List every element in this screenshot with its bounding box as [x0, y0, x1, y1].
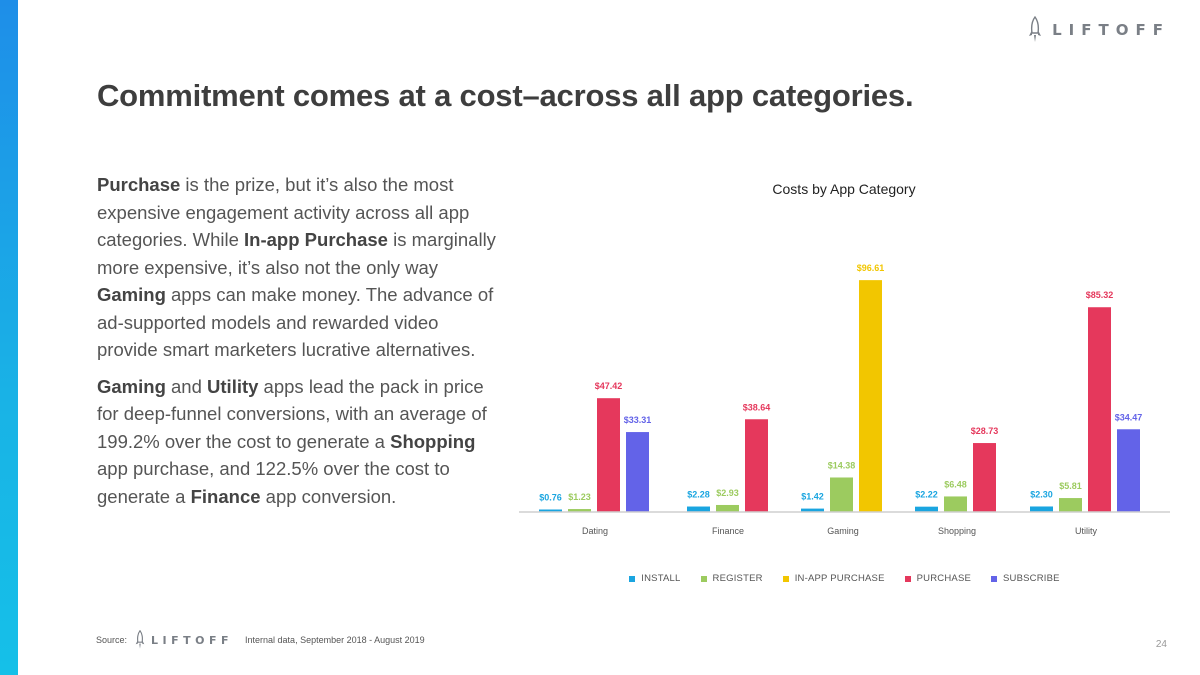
category-label-shopping: Shopping — [938, 526, 976, 536]
bar-gaming-register — [830, 477, 853, 512]
bar-shopping-install — [915, 506, 938, 512]
source-footer: Source: LIFTOFF Internal data, September… — [96, 630, 425, 650]
data-label: $34.47 — [1115, 412, 1143, 422]
paragraph2-run: apps lead the pack in price for deep-fun… — [97, 375, 487, 452]
rocket-icon — [1029, 16, 1042, 42]
paragraph1-run: is marginally more expensive, it’s also … — [97, 229, 496, 278]
paragraph2-run: app purchase, and 122.5% over the cost t… — [97, 458, 450, 507]
paragraph1-run: In-app Purchase — [244, 229, 388, 250]
data-label: $5.81 — [1059, 481, 1082, 491]
legend-label: INSTALL — [641, 573, 681, 584]
data-label: $28.73 — [971, 426, 999, 436]
legend-label: REGISTER — [712, 573, 763, 584]
data-label: $2.30 — [1030, 489, 1053, 499]
bar-finance-register — [716, 504, 739, 512]
source-label: Source: — [96, 635, 128, 645]
legend-label: SUBSCRIBE — [1003, 573, 1060, 584]
source-text: Internal data, September 2018 - August 2… — [245, 635, 425, 645]
data-label: $2.22 — [915, 490, 938, 500]
paragraph1-run: Purchase — [97, 174, 181, 195]
bar-dating-register — [568, 509, 591, 512]
legend-label: IN-APP PURCHASE — [794, 573, 885, 584]
data-label: $6.48 — [944, 479, 967, 489]
category-label-finance: Finance — [712, 526, 744, 536]
legend-swatch — [629, 575, 636, 582]
bar-shopping-register — [944, 496, 967, 512]
legend-swatch — [782, 575, 789, 582]
legend-swatch — [700, 575, 707, 582]
bar-dating-purchase — [597, 398, 620, 512]
chart-legend: INSTALL REGISTER IN-APP PURCHASE PURCHASE SU… — [519, 573, 1170, 584]
footer-logo-text: LIFTOFF — [151, 633, 234, 647]
paragraph2-run: Utility — [207, 375, 259, 397]
legend-item: INSTALL — [629, 573, 680, 584]
chart-title: Costs by App Category — [772, 181, 916, 197]
accent-bar — [0, 0, 18, 675]
data-label: $2.93 — [716, 488, 739, 498]
paragraph2-run: Finance — [190, 485, 261, 507]
data-label: $85.32 — [1086, 290, 1114, 300]
bar-shopping-purchase — [973, 443, 996, 512]
data-label: $0.76 — [539, 493, 562, 503]
legend-label: PURCHASE — [916, 573, 972, 584]
bar-chart: $0.76 $1.23 $47.42 $33.31 Dating $2.28 $2.93 $3… — [519, 263, 1170, 536]
page-title: Commitment comes at a cost–across all ap… — [97, 78, 914, 113]
logo-text: LIFTOFF — [1052, 21, 1170, 39]
paragraph2-run: and — [165, 375, 208, 397]
paragraph1-run: apps can make money. The advance of ad-s… — [97, 284, 494, 360]
data-label: $38.64 — [743, 402, 771, 412]
body-text: Purchase is the prize, but it’s also the… — [97, 171, 497, 519]
category-label-dating: Dating — [582, 526, 608, 536]
footer-logo: LIFTOFF — [135, 630, 233, 650]
bar-utility-purchase — [1088, 307, 1111, 512]
paragraph2-run: app conversion. — [260, 485, 397, 507]
paragraph2-run: Shopping — [390, 430, 476, 452]
paragraph-2: Gaming and Utility apps lead the pack in… — [97, 373, 497, 511]
bar-gaming-in-app-purchase — [859, 280, 882, 512]
legend-item: IN-APP PURCHASE — [782, 573, 885, 584]
brand-logo: LIFTOFF — [1028, 16, 1170, 44]
data-label: $47.42 — [595, 381, 623, 391]
paragraph1-run: is the prize, but it’s also the most exp… — [97, 174, 470, 250]
bar-finance-purchase — [745, 419, 768, 512]
bar-dating-install — [539, 509, 562, 512]
bar-dating-subscribe — [626, 432, 649, 512]
bar-finance-install — [687, 506, 710, 512]
rocket-icon — [135, 630, 145, 649]
legend-item: SUBSCRIBE — [991, 573, 1060, 584]
bar-utility-register — [1059, 498, 1082, 512]
bar-utility-install — [1030, 506, 1053, 512]
bar-gaming-install — [801, 508, 824, 512]
category-label-utility: Utility — [1075, 526, 1097, 536]
legend-swatch — [904, 575, 911, 582]
page-number: 24 — [1155, 639, 1167, 650]
data-label: $1.42 — [801, 492, 824, 502]
category-label-gaming: Gaming — [827, 526, 859, 536]
data-label: $1.23 — [568, 492, 591, 502]
data-label: $14.38 — [828, 460, 856, 470]
legend-item: REGISTER — [700, 573, 763, 584]
legend-item: PURCHASE — [904, 573, 972, 584]
paragraph-1: Purchase is the prize, but it’s also the… — [97, 171, 497, 364]
paragraph1-run: Gaming — [97, 284, 166, 305]
legend-swatch — [991, 575, 998, 582]
data-label: $33.31 — [624, 415, 652, 425]
bar-utility-subscribe — [1117, 429, 1140, 512]
data-label: $96.61 — [857, 263, 885, 273]
data-label: $2.28 — [687, 490, 710, 500]
paragraph2-run: Gaming — [97, 375, 166, 397]
